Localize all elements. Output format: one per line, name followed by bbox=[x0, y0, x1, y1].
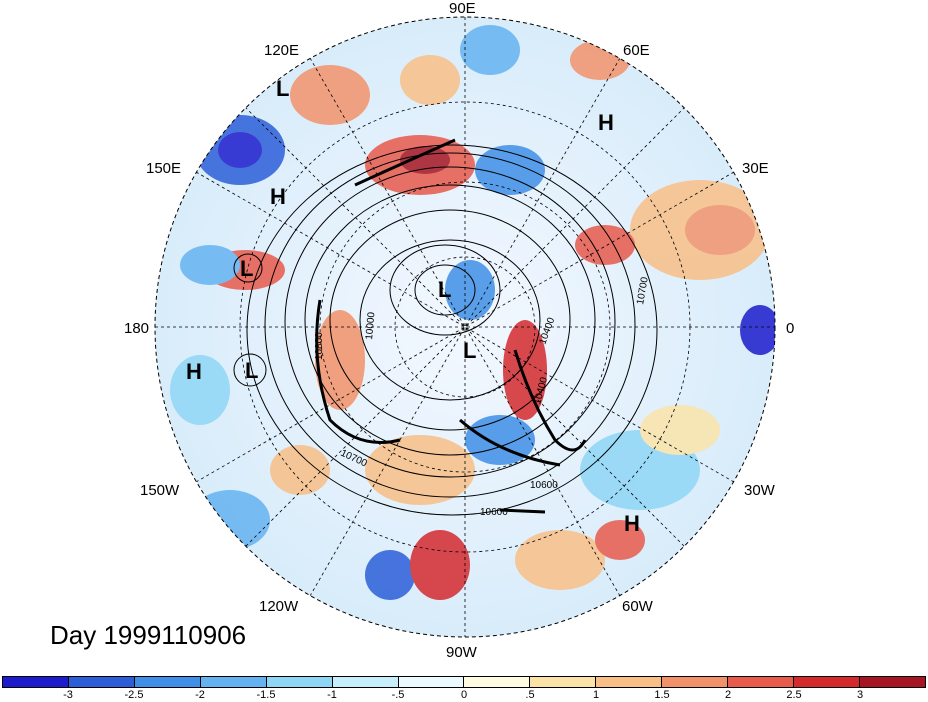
contour-label: 10700 bbox=[635, 276, 651, 306]
graticule bbox=[155, 17, 775, 637]
colorbar-segment bbox=[266, 677, 333, 687]
colorbar-segment bbox=[794, 677, 860, 687]
low-center: L bbox=[438, 277, 452, 302]
colorbar-tick-label: -3 bbox=[63, 689, 73, 701]
colorbar-tick-label: -2 bbox=[195, 689, 205, 701]
colorbar-segment bbox=[859, 677, 925, 687]
contour-label: 10600 bbox=[480, 507, 508, 518]
colorbar-tick-label: 1.5 bbox=[654, 689, 670, 701]
colorbar-segment bbox=[68, 677, 135, 687]
lon-label-150w: 150W bbox=[140, 482, 180, 499]
colorbar-tick-label: -1 bbox=[327, 689, 337, 701]
low-center: L bbox=[463, 338, 477, 363]
colorbar-tick-label: 2.5 bbox=[786, 689, 802, 701]
lon-label-60w: 60W bbox=[622, 598, 653, 615]
lon-label-120e: 120E bbox=[264, 42, 300, 59]
lon-label-30e: 30E bbox=[742, 160, 769, 177]
lon-label-60e: 60E bbox=[623, 42, 650, 59]
colorbar-tick-label: 1 bbox=[592, 689, 600, 701]
lon-label-90w: 90W bbox=[446, 644, 477, 661]
contour-label: 10000 bbox=[364, 311, 377, 340]
anomaly-field bbox=[155, 17, 775, 637]
lon-label-120w: 120W bbox=[259, 598, 299, 615]
colorbar-tick-label: 2 bbox=[724, 689, 732, 701]
colorbar-segment bbox=[134, 677, 201, 687]
colorbar-segment bbox=[530, 677, 597, 687]
high-center: H bbox=[270, 184, 286, 209]
colorbar-tick-label: .5 bbox=[525, 689, 535, 701]
colorbar bbox=[2, 676, 926, 688]
colorbar-tick-label: 3 bbox=[856, 689, 864, 701]
colorbar-tick-label: -2.5 bbox=[124, 689, 144, 701]
lon-label-180: 180 bbox=[124, 320, 150, 337]
colorbar-tick-label: -.5 bbox=[391, 689, 405, 701]
colorbar-tick-label: -1.5 bbox=[256, 689, 276, 701]
height-contours bbox=[246, 144, 658, 516]
colorbar-segment bbox=[398, 677, 465, 687]
colorbar-segment bbox=[464, 677, 531, 687]
colorbar-segment bbox=[332, 677, 399, 687]
low-center: L bbox=[240, 256, 254, 281]
lon-label-150e: 150E bbox=[146, 160, 182, 177]
colorbar-segment bbox=[662, 677, 729, 687]
high-center: H bbox=[186, 359, 202, 384]
colorbar-segment bbox=[3, 677, 69, 687]
colorbar-tick-label: 0 bbox=[460, 689, 468, 701]
low-center: L bbox=[276, 76, 290, 101]
lon-label-30w: 30W bbox=[744, 482, 775, 499]
lon-label-90e: 90E bbox=[449, 0, 476, 17]
high-center: H bbox=[598, 110, 614, 135]
high-center: H bbox=[624, 511, 640, 536]
lon-label-0: 0 bbox=[786, 320, 795, 337]
colorbar-segment bbox=[728, 677, 795, 687]
colorbar-segment bbox=[200, 677, 267, 687]
jet-contours bbox=[315, 138, 587, 514]
map-boundary bbox=[154, 16, 776, 638]
day-label: Day 1999110906 bbox=[50, 620, 247, 650]
colorbar-segment bbox=[596, 677, 663, 687]
contour-label: 10800 bbox=[314, 332, 325, 360]
contour-label: 10600 bbox=[530, 480, 558, 491]
low-center: L bbox=[245, 358, 259, 383]
